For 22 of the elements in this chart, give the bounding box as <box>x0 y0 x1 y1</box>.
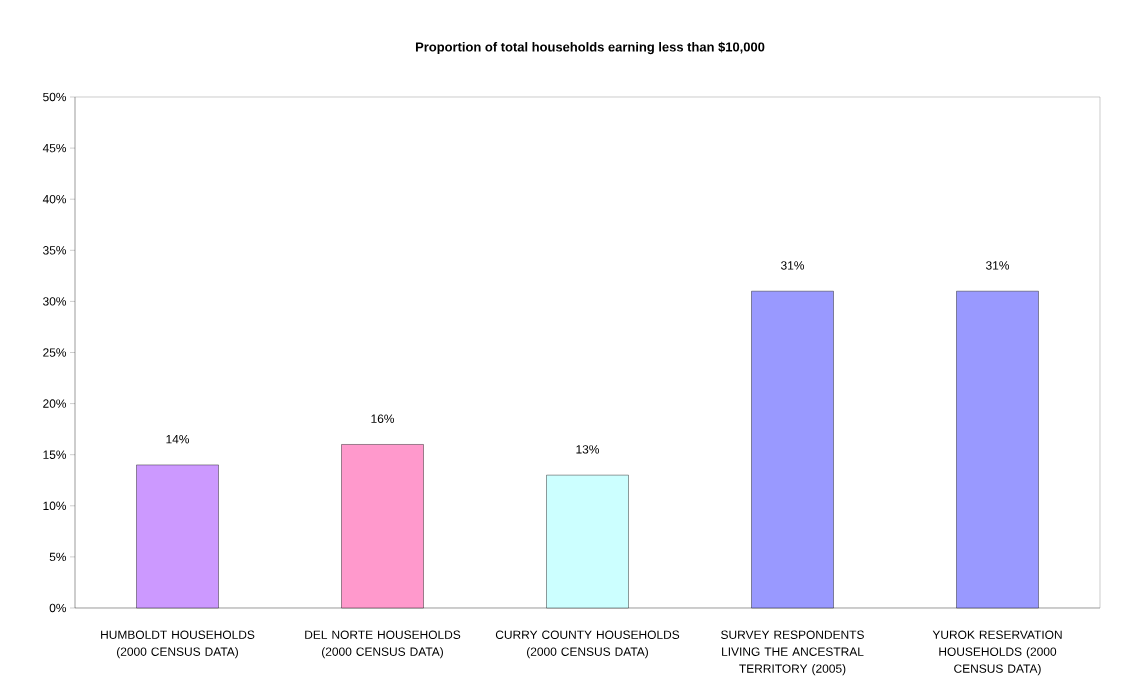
y-tick-label: 40% <box>42 195 67 204</box>
x-tick-label: DEL NORTE HOUSEHOLDS (2000 CENSUS DATA) <box>305 630 461 659</box>
data-label: 16% <box>371 414 395 424</box>
y-tick-label: 5% <box>49 552 67 562</box>
data-label: 31% <box>780 261 805 270</box>
y-tick-label: 20% <box>43 399 67 409</box>
x-tick-label: SURVEY RESPONDENTS LIVING THE ANCESTRAL TERRITORY (2005) <box>721 630 864 676</box>
data-label: 14% <box>166 435 190 444</box>
data-label: 31% <box>985 261 1010 270</box>
y-tick-label: 15% <box>43 450 67 460</box>
x-tick-label: YUROK RESERVATION HOUSEHOLDS (2000 CENSUS DATA) <box>932 630 1062 676</box>
y-tick-label: 10% <box>43 501 67 511</box>
y-tick-label: 45% <box>42 144 67 153</box>
y-tick-label: 50% <box>43 93 67 102</box>
data-label: 13% <box>576 445 600 454</box>
x-tick-label: CURRY COUNTY HOUSEHOLDS (2000 CENSUS DATA) <box>495 630 680 659</box>
y-tick-label: 0% <box>49 604 67 613</box>
y-tick-label: 35% <box>43 246 67 255</box>
x-tick-label: HUMBOLDT HOUSEHOLDS (2000 CENSUS DATA) <box>101 630 255 659</box>
y-tick-label: 25% <box>43 348 67 357</box>
chart-title: Proportion of total households earning less than $10,000 <box>415 42 765 55</box>
y-tick-label: 30% <box>43 297 67 306</box>
